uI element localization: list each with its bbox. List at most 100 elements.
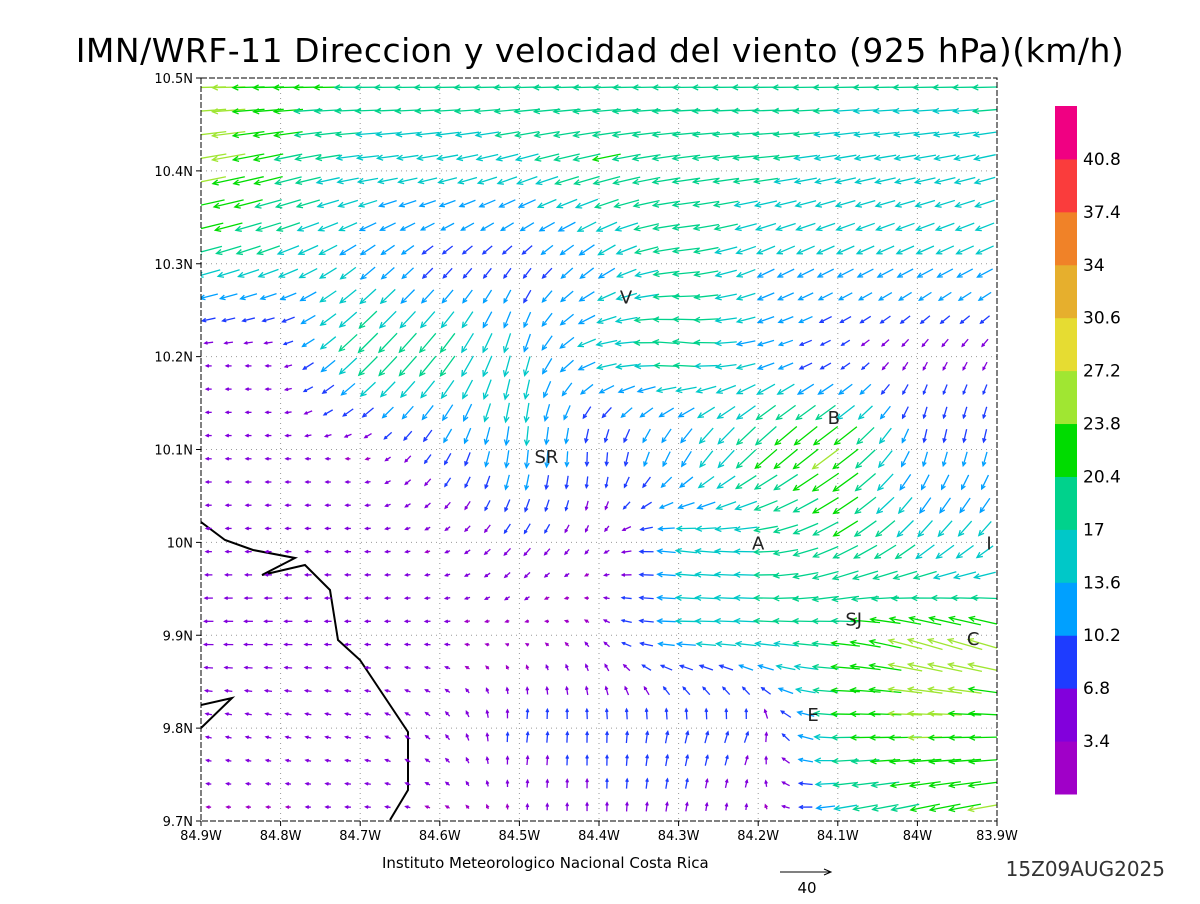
wind-arrow bbox=[758, 293, 774, 300]
wind-arrow bbox=[526, 780, 529, 787]
wind-arrow bbox=[597, 222, 617, 231]
wind-arrow bbox=[263, 318, 275, 322]
wind-arrow bbox=[717, 386, 736, 394]
wind-arrow bbox=[422, 405, 433, 419]
wind-arrow bbox=[405, 666, 410, 669]
wind-arrow bbox=[343, 409, 353, 416]
wind-arrow bbox=[685, 732, 689, 744]
wind-arrow bbox=[439, 178, 457, 184]
wind-arrow bbox=[545, 620, 549, 623]
wind-arrow bbox=[243, 318, 255, 322]
wind-arrow bbox=[815, 155, 837, 160]
wind-arrow bbox=[882, 340, 889, 346]
wind-arrow bbox=[266, 481, 272, 484]
wind-arrow bbox=[757, 405, 776, 419]
wind-arrow bbox=[360, 289, 376, 303]
wind-arrow bbox=[366, 527, 371, 530]
wind-arrow bbox=[975, 177, 995, 184]
wind-arrow bbox=[695, 340, 719, 345]
wind-arrow bbox=[425, 690, 430, 692]
wind-arrow bbox=[384, 432, 391, 438]
wind-arrow bbox=[298, 223, 319, 231]
wind-arrow bbox=[440, 201, 455, 207]
wind-arrow bbox=[923, 452, 928, 466]
wind-arrow bbox=[697, 386, 716, 393]
wind-arrow bbox=[818, 269, 834, 277]
wind-arrow bbox=[504, 356, 511, 376]
wind-arrow bbox=[365, 574, 370, 577]
wind-arrow bbox=[795, 178, 817, 184]
wind-arrow bbox=[973, 108, 996, 113]
wind-arrow bbox=[559, 222, 576, 231]
wind-arrow bbox=[419, 178, 437, 184]
wind-arrow bbox=[359, 201, 377, 207]
wind-arrow bbox=[462, 333, 474, 352]
wind-arrow bbox=[545, 500, 549, 511]
wind-arrow bbox=[781, 711, 791, 717]
wind-arrow bbox=[265, 342, 273, 345]
wind-arrow bbox=[460, 200, 476, 207]
wind-arrow bbox=[737, 427, 756, 444]
wind-arrow bbox=[204, 643, 213, 646]
wind-arrow bbox=[895, 178, 915, 184]
wind-arrow bbox=[466, 643, 470, 646]
wind-arrow bbox=[226, 550, 232, 553]
wind-arrow bbox=[365, 806, 370, 809]
wind-arrow bbox=[301, 292, 317, 301]
wind-arrow bbox=[526, 709, 529, 718]
y-tick-label: 10.3N bbox=[154, 258, 193, 273]
colorbar-swatch bbox=[1055, 106, 1077, 159]
place-label: C bbox=[967, 629, 980, 650]
wind-arrow bbox=[837, 246, 854, 254]
x-tick-label: 83.9W bbox=[976, 829, 1018, 844]
wind-arrow bbox=[524, 290, 531, 302]
place-label: SJ bbox=[845, 610, 862, 631]
wind-arrow bbox=[922, 475, 929, 490]
wind-arrow bbox=[880, 428, 892, 443]
wind-arrow bbox=[598, 316, 617, 323]
wind-arrow bbox=[246, 783, 251, 786]
wind-arrow bbox=[862, 340, 870, 346]
wind-arrow bbox=[565, 500, 568, 510]
wind-arrow bbox=[496, 132, 519, 138]
wind-arrow bbox=[956, 200, 975, 207]
wind-arrow bbox=[604, 620, 610, 623]
wind-arrow bbox=[206, 759, 211, 762]
wind-arrow bbox=[598, 292, 615, 300]
wind-arrow bbox=[325, 574, 331, 577]
wind-arrow bbox=[578, 222, 596, 231]
wind-arrow bbox=[317, 178, 340, 184]
wind-arrow bbox=[456, 132, 479, 137]
wind-arrow bbox=[366, 481, 371, 484]
wind-arrow bbox=[982, 475, 989, 489]
colorbar-swatch bbox=[1055, 424, 1077, 477]
wind-arrow bbox=[464, 404, 472, 421]
wind-arrow bbox=[856, 450, 875, 468]
wind-arrow bbox=[226, 759, 231, 762]
wind-arrow bbox=[777, 246, 795, 254]
wind-arrow bbox=[969, 759, 1001, 764]
wind-arrow bbox=[365, 666, 370, 669]
wind-arrow bbox=[505, 573, 510, 578]
wind-arrow bbox=[227, 806, 231, 809]
wind-arrow bbox=[426, 713, 431, 716]
wind-arrow bbox=[379, 333, 397, 352]
wind-arrow bbox=[622, 574, 631, 577]
wind-arrow bbox=[662, 477, 672, 487]
wind-arrow bbox=[404, 431, 412, 440]
wind-arrow bbox=[775, 426, 797, 444]
wind-arrow bbox=[585, 642, 589, 646]
wind-arrow bbox=[980, 498, 990, 512]
wind-arrow bbox=[566, 687, 569, 695]
wind-arrow bbox=[241, 294, 257, 300]
wind-arrow bbox=[504, 426, 509, 444]
wind-arrow bbox=[616, 364, 637, 369]
wind-arrow bbox=[795, 426, 818, 444]
wind-arrow bbox=[498, 177, 517, 184]
wind-arrow bbox=[279, 269, 298, 277]
wind-arrow bbox=[485, 451, 490, 466]
wind-arrow bbox=[446, 712, 450, 716]
wind-arrow bbox=[403, 406, 414, 418]
wind-arrow bbox=[285, 597, 292, 600]
